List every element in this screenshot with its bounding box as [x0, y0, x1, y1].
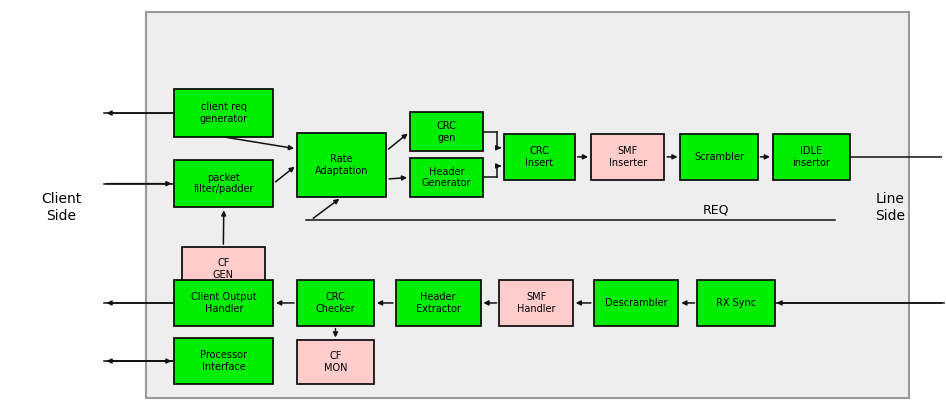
Text: Processor
Interface: Processor Interface	[201, 350, 247, 372]
Text: Scrambler: Scrambler	[694, 152, 744, 162]
Bar	[174, 280, 273, 326]
Text: CRC
Insert: CRC Insert	[525, 146, 553, 168]
Text: RX Sync: RX Sync	[716, 298, 756, 308]
Bar	[395, 280, 481, 326]
Bar	[594, 280, 678, 326]
Text: Client Output
Handler: Client Output Handler	[191, 292, 256, 314]
Bar	[410, 158, 483, 197]
Text: Rate
Adaptation: Rate Adaptation	[315, 154, 368, 176]
Text: Header
Extractor: Header Extractor	[415, 292, 461, 314]
Text: CRC
Checker: CRC Checker	[316, 292, 356, 314]
Bar	[773, 134, 850, 180]
Bar	[297, 133, 386, 197]
Bar	[297, 280, 374, 326]
Text: client req
generator: client req generator	[200, 102, 248, 124]
Text: CRC
gen: CRC gen	[437, 121, 457, 143]
Text: packet
filter/padder: packet filter/padder	[194, 173, 254, 195]
Bar	[174, 338, 273, 384]
Bar	[146, 12, 909, 398]
Bar	[182, 247, 265, 290]
Bar	[591, 134, 664, 180]
Bar	[174, 89, 273, 137]
Text: CF
GEN: CF GEN	[213, 258, 234, 280]
Text: IDLE
insertor: IDLE insertor	[793, 146, 831, 168]
Text: SMF
Inserter: SMF Inserter	[608, 146, 647, 168]
Bar	[680, 134, 758, 180]
Bar	[504, 134, 575, 180]
Bar	[697, 280, 775, 326]
Text: REQ: REQ	[703, 203, 729, 216]
Bar	[297, 340, 374, 384]
Text: SMF
Handler: SMF Handler	[517, 292, 555, 314]
Bar	[499, 280, 573, 326]
Text: Line
Side: Line Side	[875, 193, 905, 222]
Text: Client
Side: Client Side	[41, 193, 81, 222]
Bar	[410, 112, 483, 151]
Text: Header
Generator: Header Generator	[422, 166, 471, 188]
Text: CF
MON: CF MON	[324, 351, 347, 373]
Text: Descrambler: Descrambler	[604, 298, 667, 308]
Bar	[174, 160, 273, 208]
